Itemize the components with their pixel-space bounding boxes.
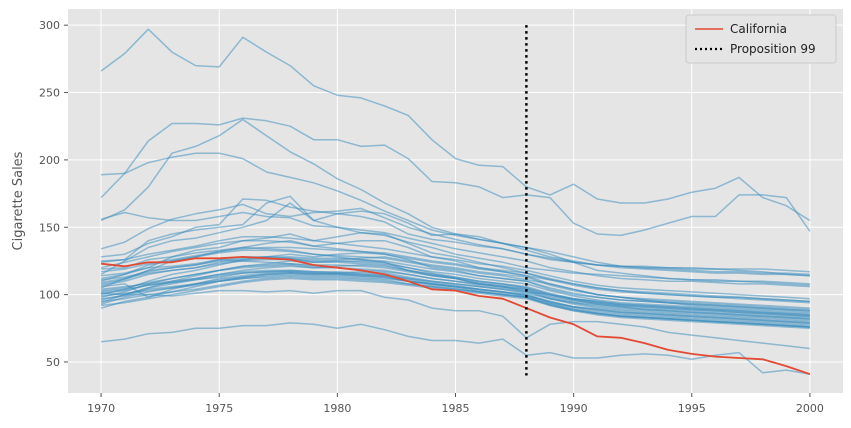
legend-proposition-label: Proposition 99 <box>730 42 816 56</box>
x-tick-label-1995: 1995 <box>678 402 706 415</box>
control-line-s2 <box>100 117 811 237</box>
y-tick-label-100: 100 <box>39 289 60 302</box>
control-line-s25 <box>100 256 810 309</box>
control-series-group <box>100 28 811 375</box>
x-tick-label-1985: 1985 <box>442 402 470 415</box>
control-line-s38 <box>101 322 811 375</box>
control-line-s1 <box>100 28 811 222</box>
x-tick-label-1970: 1970 <box>87 402 115 415</box>
control-line-s3 <box>101 152 810 277</box>
y-tick-label-200: 200 <box>39 154 60 167</box>
x-tick-label-1975: 1975 <box>205 402 233 415</box>
x-tick-label-1980: 1980 <box>323 402 351 415</box>
control-line-s8 <box>100 202 810 276</box>
control-line-s22 <box>100 269 810 326</box>
y-tick-label-300: 300 <box>39 19 60 32</box>
control-line-s29 <box>101 270 810 321</box>
control-line-s37 <box>101 289 810 350</box>
x-axis-ticks: 1970 1975 1980 1985 1990 1995 2000 <box>87 393 824 415</box>
control-line-s5 <box>100 211 810 285</box>
control-line-s31 <box>101 256 810 312</box>
control-line-s23 <box>100 239 810 303</box>
control-line-s33 <box>101 246 810 304</box>
control-line-s32 <box>101 262 810 319</box>
control-line-s35 <box>100 258 810 315</box>
control-line-s7 <box>101 198 810 277</box>
control-line-s34 <box>101 276 810 328</box>
control-line-s6 <box>100 203 810 273</box>
legend-frame <box>685 14 837 64</box>
control-line-s28 <box>101 235 810 300</box>
legend: California Proposition 99 <box>685 14 837 64</box>
california-line <box>101 255 811 375</box>
y-axis-title: Cigarette Sales <box>11 151 26 250</box>
y-tick-label-250: 250 <box>39 87 60 100</box>
x-tick-label-1990: 1990 <box>560 402 588 415</box>
control-line-s36 <box>101 270 810 327</box>
legend-california-label: California <box>730 22 787 36</box>
control-line-s24 <box>101 264 810 317</box>
x-tick-label-2000: 2000 <box>796 402 824 415</box>
control-line-s21 <box>100 249 810 311</box>
y-tick-label-50: 50 <box>46 356 60 369</box>
control-line-s9 <box>101 195 810 288</box>
grid-lines <box>68 9 843 393</box>
treated-series-group <box>101 255 811 375</box>
y-axis-ticks: 50 100 150 200 250 300 <box>39 19 68 369</box>
y-tick-label-150: 150 <box>39 221 60 234</box>
